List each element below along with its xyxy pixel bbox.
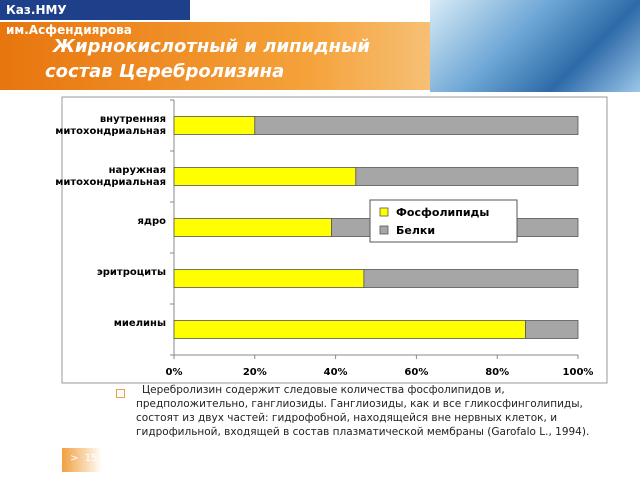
y-tick-label: внутренняя митохондриальная	[55, 113, 166, 137]
slide-number: > 15	[70, 453, 98, 464]
x-tick-label: 20%	[243, 367, 267, 378]
bar	[173, 167, 357, 186]
bar	[173, 116, 256, 135]
institution-label: Каз.НМУ им.Асфендиярова	[0, 0, 190, 37]
slide-title: Жирнокислотный и липидный состав Церебро…	[45, 36, 370, 82]
y-tick-label: эритроциты	[96, 266, 166, 278]
number-bar	[62, 448, 102, 472]
y-tick-label: миелины	[113, 317, 166, 329]
bar	[525, 320, 579, 339]
legend-box	[369, 199, 518, 243]
x-tick-label: 80%	[485, 367, 509, 378]
bar	[355, 167, 579, 186]
chart-frame	[61, 96, 608, 384]
bar	[254, 116, 579, 135]
bar	[173, 218, 332, 237]
bar	[363, 269, 579, 288]
bar	[173, 269, 365, 288]
legend-label: Белки	[396, 224, 435, 237]
y-tick-label: наружная митохондриальная	[55, 164, 166, 188]
banner	[0, 22, 440, 90]
building-image	[430, 0, 640, 92]
x-tick-label: 0%	[166, 367, 183, 378]
bullet	[116, 389, 125, 398]
bar	[173, 320, 526, 339]
body-text: Церебролизин содержит следовые количеств…	[136, 384, 590, 438]
legend-swatch	[379, 225, 389, 235]
legend-label: Фосфолипиды	[396, 206, 489, 219]
x-tick-label: 60%	[404, 367, 428, 378]
y-tick-label: ядро	[137, 215, 166, 227]
legend-swatch	[379, 207, 389, 217]
x-tick-label: 100%	[563, 367, 594, 378]
x-tick-label: 40%	[324, 367, 348, 378]
